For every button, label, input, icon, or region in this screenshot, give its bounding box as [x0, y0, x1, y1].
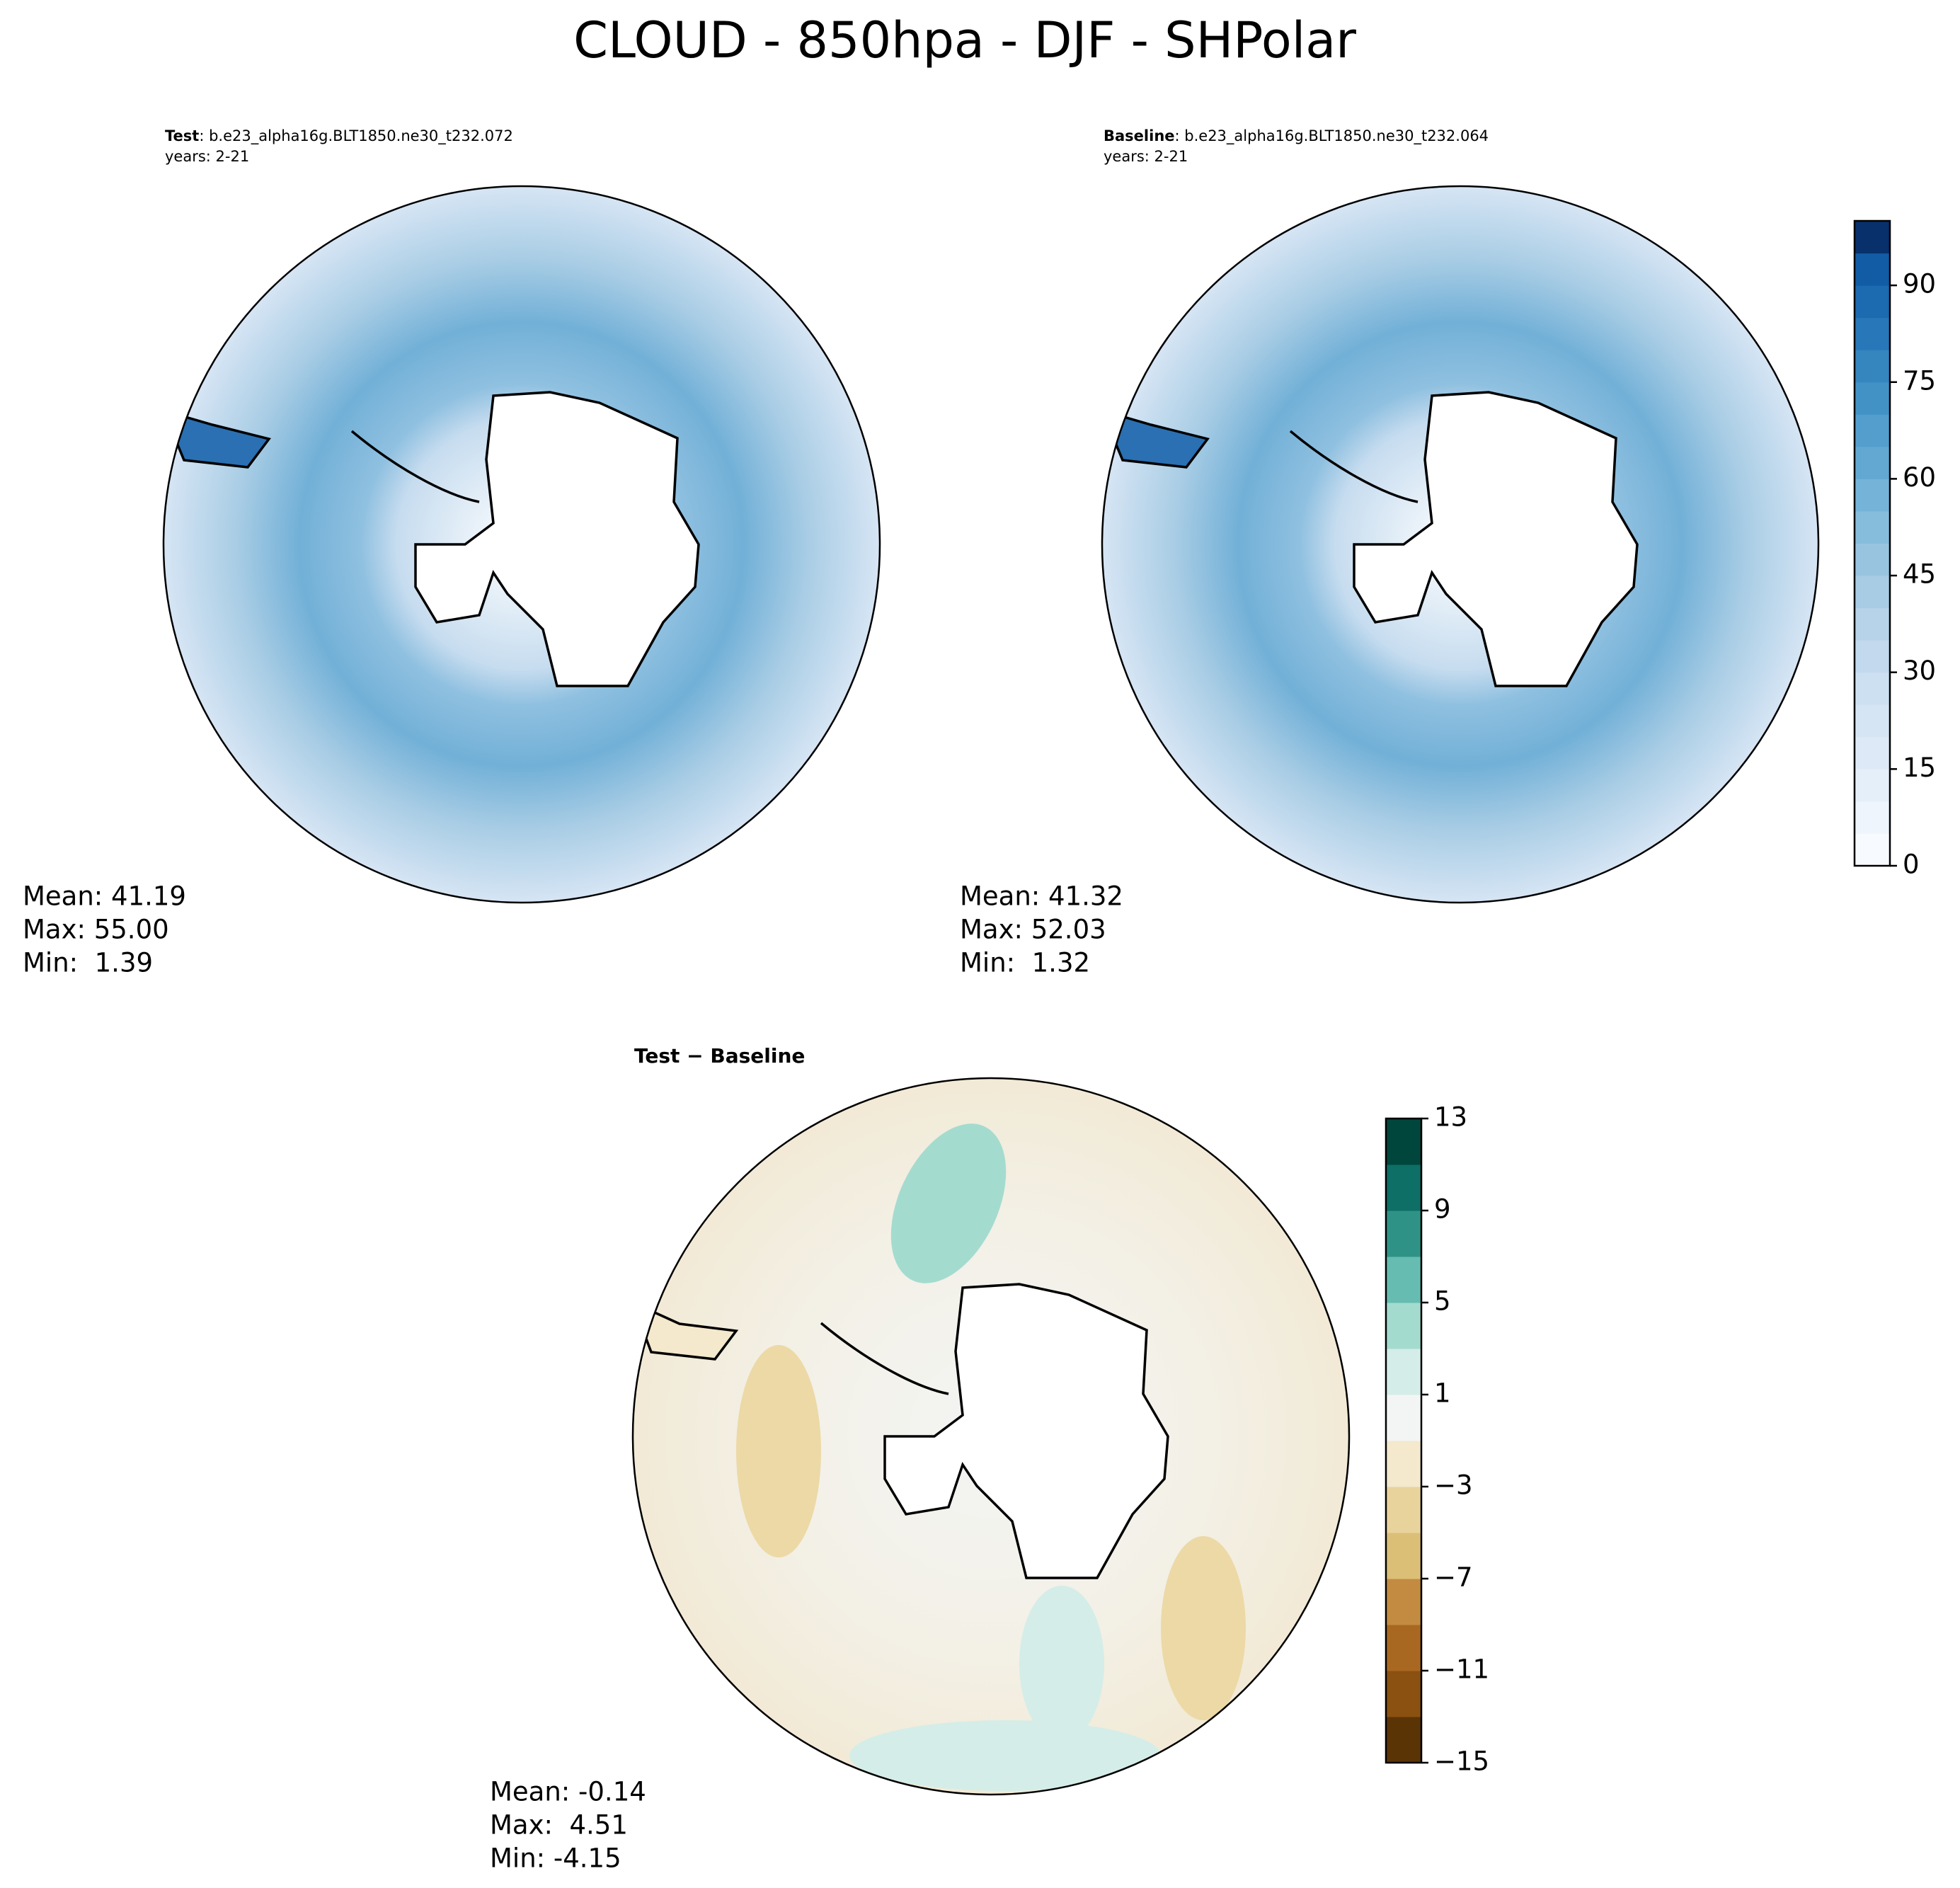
- stat-text: Mean: -0.14: [490, 1777, 646, 1807]
- colorbar-tick-label: −11: [1434, 1654, 1489, 1685]
- stat-text: Max: 4.51: [490, 1810, 628, 1841]
- panel-case: : b.e23_alpha16g.BLT1850.ne30_t232.064: [1175, 127, 1489, 145]
- map-border: [162, 185, 881, 904]
- colorbar-tick-label: 75: [1903, 365, 1936, 396]
- colorbar-bin: [1855, 446, 1890, 479]
- colorbar-bin: [1386, 1395, 1421, 1441]
- stat-text: Min: 1.32: [960, 948, 1090, 978]
- colorbar-bin: [1855, 704, 1890, 738]
- panel-years: years: 2-21: [1104, 148, 1188, 165]
- figure-title: CLOUD - 850hpa - DJF - SHPolar: [573, 11, 1356, 69]
- colorbar-tick-label: −7: [1434, 1562, 1473, 1593]
- colorbar-tick-label: 90: [1903, 269, 1936, 299]
- panel-years: years: 2-21: [165, 148, 249, 165]
- map-border: [1101, 185, 1820, 904]
- colorbar-tick-label: 15: [1903, 753, 1936, 783]
- colorbar-tick-label: −15: [1434, 1746, 1489, 1777]
- map-border: [631, 1077, 1351, 1796]
- colorbar-bin: [1855, 414, 1890, 447]
- colorbar-bin: [1386, 1533, 1421, 1579]
- panel-label: Test − Baseline: [634, 1044, 805, 1068]
- colorbar-bin: [1386, 1671, 1421, 1717]
- colorbar-bin: [1855, 479, 1890, 512]
- panel-label: Test: [165, 127, 199, 144]
- stat-text: Max: 52.03: [960, 915, 1106, 945]
- colorbar-tick-label: 5: [1434, 1286, 1451, 1317]
- colorbar-bin: [1855, 317, 1890, 350]
- panel-case: : b.e23_alpha16g.BLT1850.ne30_t232.072: [199, 127, 513, 145]
- colorbar-bin: [1855, 736, 1890, 769]
- colorbar-tick-label: 9: [1434, 1194, 1451, 1225]
- colorbar-bin: [1386, 1579, 1421, 1625]
- stat-text: Max: 55.00: [23, 915, 169, 945]
- colorbar-bin: [1855, 382, 1890, 415]
- colorbar-bin: [1855, 510, 1890, 544]
- stat-text: Mean: 41.19: [23, 881, 186, 912]
- colorbar-frame: [1853, 219, 1891, 867]
- colorbar-bin: [1386, 1211, 1421, 1257]
- colorbar-bin: [1855, 672, 1890, 705]
- colorbar-bin: [1386, 1165, 1421, 1211]
- colorbar-bin: [1386, 1441, 1421, 1487]
- panel-caption: Baseline: b.e23_alpha16g.BLT1850.ne30_t2…: [1104, 127, 1489, 145]
- colorbar-bin: [1855, 543, 1890, 576]
- stat-text: Mean: 41.32: [960, 881, 1123, 912]
- panel-label: Baseline: [1104, 127, 1175, 144]
- colorbar-bin: [1386, 1349, 1421, 1395]
- colorbar-bin: [1855, 253, 1890, 286]
- colorbar-tick-label: 30: [1903, 656, 1936, 686]
- colorbar-bin: [1386, 1625, 1421, 1671]
- colorbar-bin: [1855, 285, 1890, 319]
- colorbar-bin: [1855, 801, 1890, 834]
- colorbar-tick-label: −3: [1434, 1470, 1473, 1501]
- colorbar-bin: [1855, 607, 1890, 641]
- stat-text: Min: -4.15: [490, 1843, 621, 1874]
- map-difference: [633, 1078, 1349, 1795]
- colorbar-bin: [1855, 640, 1890, 673]
- stat-text: Min: 1.39: [23, 948, 153, 978]
- map-test: [164, 186, 880, 903]
- colorbar-tick-label: 45: [1903, 559, 1936, 590]
- colorbar-bin: [1855, 576, 1890, 609]
- colorbar-bin: [1855, 769, 1890, 802]
- colorbar-bin: [1855, 350, 1890, 383]
- colorbar-bin: [1386, 1257, 1421, 1303]
- colorbar-bin: [1855, 833, 1890, 866]
- panel-caption: Test: b.e23_alpha16g.BLT1850.ne30_t232.0…: [165, 127, 513, 145]
- map-baseline: [1102, 186, 1818, 903]
- colorbar-bin: [1386, 1717, 1421, 1763]
- colorbar-tick-label: 13: [1434, 1102, 1467, 1133]
- colorbar-bin: [1855, 221, 1890, 254]
- colorbar-tick-label: 1: [1434, 1378, 1451, 1409]
- colorbar-bin: [1386, 1119, 1421, 1165]
- colorbar-bin: [1386, 1487, 1421, 1533]
- colorbar-tick-label: 60: [1903, 462, 1936, 493]
- colorbar-frame: [1385, 1117, 1423, 1764]
- colorbar-bin: [1386, 1303, 1421, 1349]
- colorbar-tick-label: 0: [1903, 849, 1920, 880]
